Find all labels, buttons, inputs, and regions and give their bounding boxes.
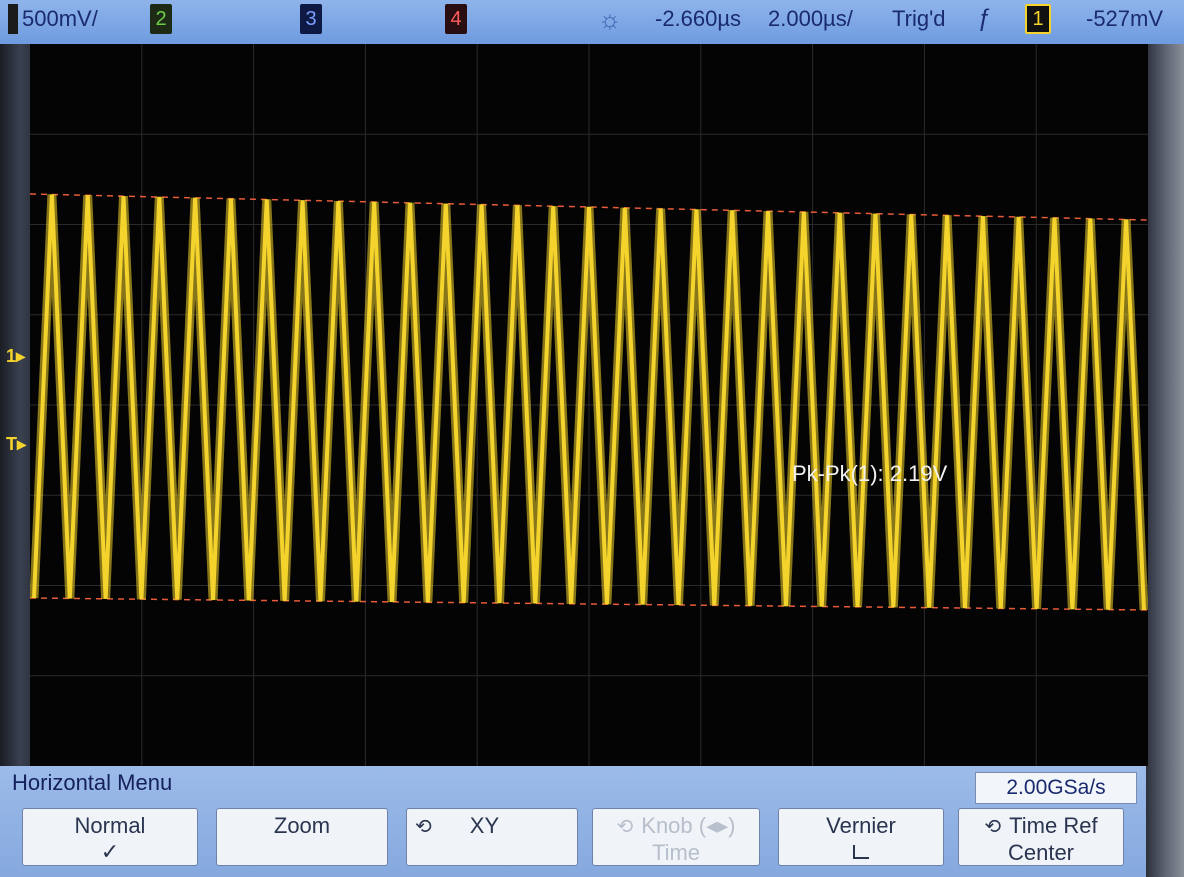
pk-pk-measurement: Pk-Pk(1): 2.19V [792, 461, 948, 486]
softkey-vernier[interactable]: Vernier [778, 808, 944, 866]
softkey-vernier-label: Vernier [826, 813, 896, 838]
softkey-zoom-label: Zoom [273, 813, 331, 838]
softkey-timeref-label: Time Ref [1009, 813, 1098, 838]
ch1-marker-label: 1 [6, 346, 17, 366]
trigger-status: Trig'd [892, 6, 946, 31]
ch1-scale: 500mV/ [22, 6, 98, 31]
ch1-indicator[interactable] [8, 4, 18, 34]
knob-icon: ⟲ [616, 816, 634, 838]
sample-rate: 2.00GSa/s [975, 772, 1137, 804]
bezel-left [0, 0, 34, 877]
softkey-xy[interactable]: ⟲ XY [406, 808, 578, 866]
softkey-xy-label: XY [469, 813, 500, 838]
trigger-source-badge[interactable]: 1 [1025, 4, 1051, 34]
softkey-knob-time[interactable]: ⟲ Knob (◂▸) Time [592, 808, 760, 866]
ch3-badge[interactable]: 3 [300, 4, 322, 34]
horizontal-menu: Horizontal Menu 2.00GSa/s Normal ✓ Zoom … [0, 766, 1146, 877]
status-bar: 500mV/ 2 3 4 ☼ -2.660µs 2.000µs/ Trig'd … [0, 0, 1184, 44]
trigger-marker-label: T [6, 434, 17, 454]
ch2-badge[interactable]: 2 [150, 4, 172, 34]
knob-icon: ⟲ [984, 816, 1002, 838]
softkey-timeref-sub: Center [1007, 840, 1075, 865]
knob-icon: ⟲ [415, 816, 432, 838]
trigger-level: -527mV [1086, 6, 1164, 31]
softkey-zoom[interactable]: Zoom [216, 808, 388, 866]
waveform-display [30, 44, 1148, 766]
softkey-normal-label: Normal [74, 813, 146, 838]
trigger-level-marker: T▸ [6, 434, 27, 454]
time-scale: 2.000µs/ [768, 6, 853, 31]
waveform-trace [32, 194, 1146, 611]
vernier-checkbox-icon [779, 839, 943, 865]
menu-title: Horizontal Menu [12, 770, 173, 795]
bezel-right [1146, 0, 1184, 877]
ch1-ground-marker: 1▸ [6, 346, 26, 366]
softkey-knob-label: Knob (◂▸) [641, 813, 736, 838]
delay-value: -2.660µs [655, 6, 742, 31]
check-icon: ✓ [100, 839, 120, 864]
softkey-normal[interactable]: Normal ✓ [22, 808, 198, 866]
ch4-badge[interactable]: 4 [445, 4, 467, 34]
softkey-time-ref[interactable]: ⟲ Time Ref Center [958, 808, 1124, 866]
trigger-sun-icon: ☼ [598, 4, 622, 34]
rising-edge-icon: ƒ [978, 5, 992, 32]
waveform-svg [30, 44, 1148, 766]
softkey-knob-sub: Time [651, 840, 701, 865]
